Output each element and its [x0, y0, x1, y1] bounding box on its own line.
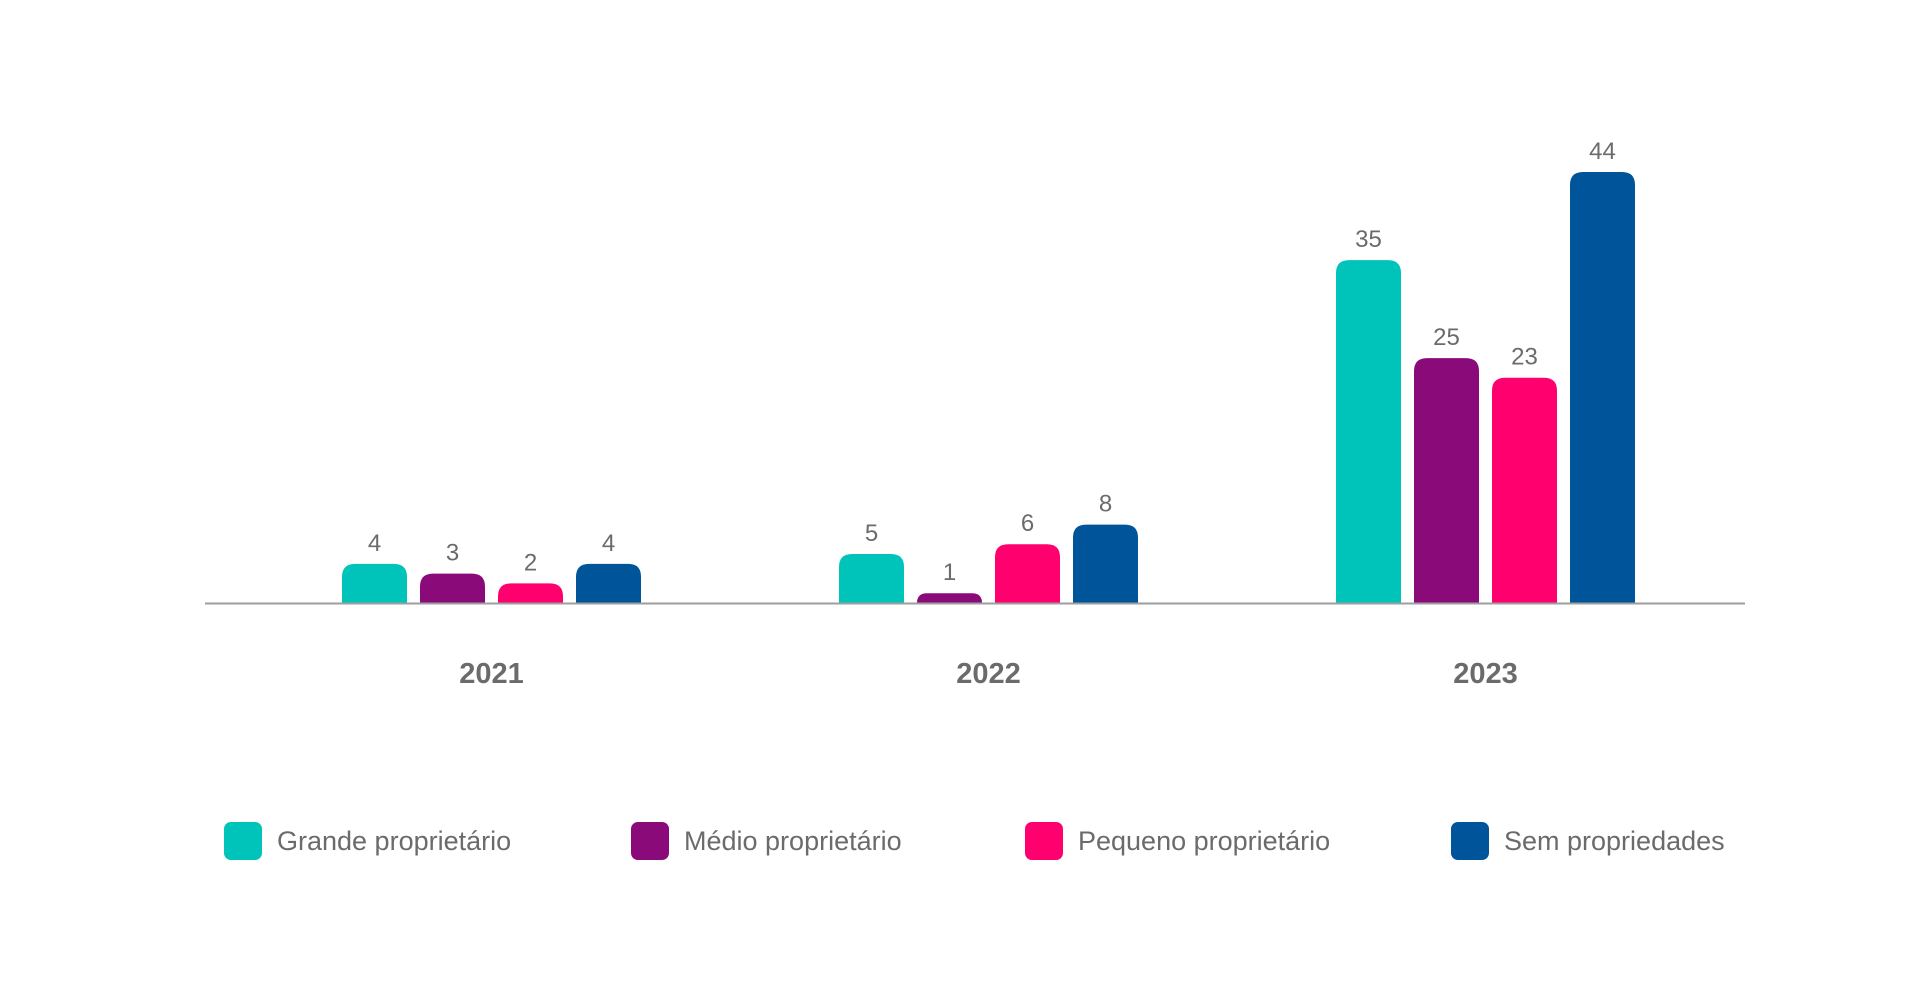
- data-label: 44: [1589, 138, 1616, 165]
- data-label: 4: [602, 530, 615, 557]
- x-tick-label: 2023: [1453, 658, 1518, 690]
- legend-label: Pequeno proprietário: [1078, 825, 1331, 856]
- bar-medio-proprietario-2021: [420, 573, 485, 603]
- bar-grande-proprietario-2022: [839, 554, 904, 603]
- legend-swatch: [1451, 822, 1489, 860]
- bar-sem-propriedades-2022: [1073, 524, 1138, 603]
- data-label: 1: [943, 559, 956, 586]
- data-label: 3: [446, 540, 459, 567]
- legend-label: Grande proprietário: [277, 825, 512, 856]
- data-label: 25: [1433, 324, 1460, 351]
- legend-item-sem-propriedades: Sem propriedades: [1451, 818, 1725, 864]
- data-label: 8: [1099, 491, 1112, 518]
- legend-swatch: [631, 822, 669, 860]
- legend-item-medio-proprietario: Médio proprietário: [631, 818, 902, 864]
- legend-label: Médio proprietário: [684, 825, 902, 856]
- legend-item-grande-proprietario: Grande proprietário: [224, 818, 511, 864]
- bar-grande-proprietario-2021: [342, 563, 407, 603]
- bar-medio-proprietario-2022: [917, 593, 982, 603]
- data-label: 6: [1021, 510, 1034, 537]
- bar-sem-propriedades-2021: [576, 563, 641, 603]
- x-tick-label: 2022: [956, 658, 1021, 690]
- legend: Grande proprietário Médio proprietário P…: [0, 818, 1920, 864]
- category-labels-layer: 2021 2022 2023: [459, 658, 1518, 690]
- bar-pequeno-proprietario-2021: [498, 583, 563, 603]
- data-label: 2: [524, 549, 537, 576]
- data-label: 35: [1355, 226, 1382, 253]
- bar-pequeno-proprietario-2023: [1492, 377, 1557, 603]
- bar-medio-proprietario-2023: [1414, 358, 1479, 603]
- legend-swatch: [1025, 822, 1063, 860]
- data-label: 4: [368, 530, 381, 557]
- bar-sem-propriedades-2023: [1570, 172, 1635, 603]
- bar-grande-proprietario-2023: [1336, 260, 1401, 603]
- data-label: 23: [1511, 344, 1538, 371]
- data-label: 5: [865, 520, 878, 547]
- value-labels-layer: 4 3 2 4 5 1 6 8 35 25 23 44: [368, 138, 1616, 586]
- bar-pequeno-proprietario-2022: [995, 544, 1060, 603]
- legend-item-pequeno-proprietario: Pequeno proprietário: [1025, 818, 1330, 864]
- bars-layer: [342, 172, 1635, 603]
- x-tick-label: 2021: [459, 658, 524, 690]
- legend-swatch: [224, 822, 262, 860]
- legend-label: Sem propriedades: [1504, 825, 1725, 856]
